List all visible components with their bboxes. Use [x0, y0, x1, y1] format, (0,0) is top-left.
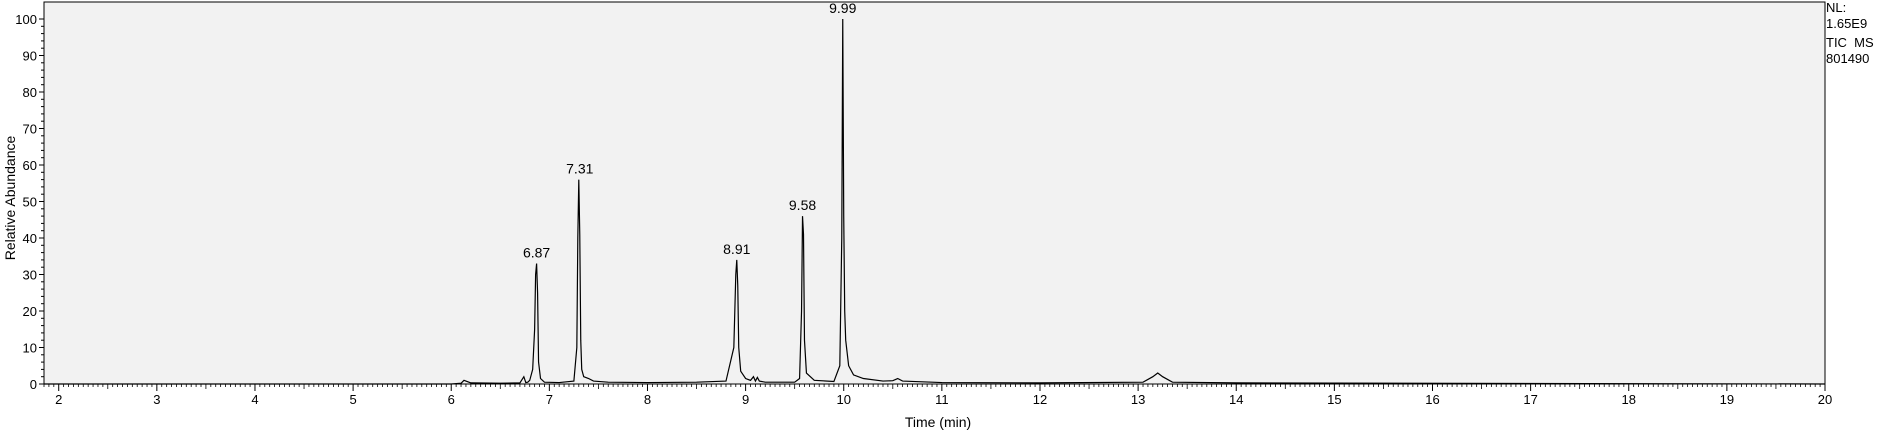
y-tick-label: 40 — [23, 231, 37, 246]
y-tick-label: 30 — [23, 268, 37, 283]
y-tick-label: 0 — [30, 377, 37, 392]
x-tick-label: 3 — [153, 392, 160, 407]
y-tick-label: 60 — [23, 158, 37, 173]
x-tick-label: 14 — [1229, 392, 1243, 407]
y-tick-label: 80 — [23, 85, 37, 100]
x-tick-label: 12 — [1033, 392, 1047, 407]
info-line-3: TIC MS — [1826, 35, 1874, 50]
info-line-1: NL: — [1826, 0, 1846, 15]
x-tick-label: 10 — [836, 392, 850, 407]
x-axis-title: Time (min) — [905, 414, 971, 430]
y-axis-ticks: 0 10 20 30 40 50 60 70 80 90 100 — [15, 12, 44, 392]
plot-area — [43, 1, 1826, 385]
x-tick-label: 8 — [644, 392, 651, 407]
series-line — [44, 18, 1826, 385]
x-tick-label: 11 — [935, 392, 949, 407]
info-block: NL: 1.65E9 TIC MS 801490 — [1826, 0, 1874, 66]
peak-labels: 6.87 7.31 8.91 9.58 9.99 — [523, 0, 857, 261]
x-tick-label: 2 — [55, 392, 62, 407]
x-tick-label: 20 — [1818, 392, 1832, 407]
y-tick-label: 10 — [23, 341, 37, 356]
x-tick-label: 13 — [1131, 392, 1145, 407]
x-tick-label: 4 — [251, 392, 258, 407]
x-axis-ticks: 2 3 4 5 6 7 8 9 10 11 12 13 14 15 16 17 18 19 20 — [43, 384, 1832, 407]
x-tick-label: 5 — [349, 392, 356, 407]
peak-label: 7.31 — [566, 161, 593, 177]
peak-label: 6.87 — [523, 245, 550, 261]
y-tick-label: 20 — [23, 304, 37, 319]
peak-label: 9.58 — [789, 197, 816, 213]
info-line-4: 801490 — [1826, 51, 1869, 66]
y-tick-label: 90 — [23, 49, 37, 64]
x-tick-label: 6 — [448, 392, 455, 407]
x-tick-label: 17 — [1523, 392, 1537, 407]
x-tick-label: 16 — [1425, 392, 1439, 407]
y-tick-label: 100 — [15, 12, 37, 27]
x-tick-label: 9 — [742, 392, 749, 407]
peak-label: 9.99 — [829, 0, 856, 16]
y-tick-label: 70 — [23, 122, 37, 137]
y-tick-label: 50 — [23, 195, 37, 210]
x-tick-label: 18 — [1622, 392, 1636, 407]
info-line-2: 1.65E9 — [1826, 16, 1867, 31]
x-tick-label: 15 — [1327, 392, 1341, 407]
x-tick-label: 7 — [546, 392, 553, 407]
x-tick-label: 19 — [1720, 392, 1734, 407]
y-axis-title: Relative Abundance — [2, 136, 18, 261]
peak-label: 8.91 — [723, 241, 750, 257]
